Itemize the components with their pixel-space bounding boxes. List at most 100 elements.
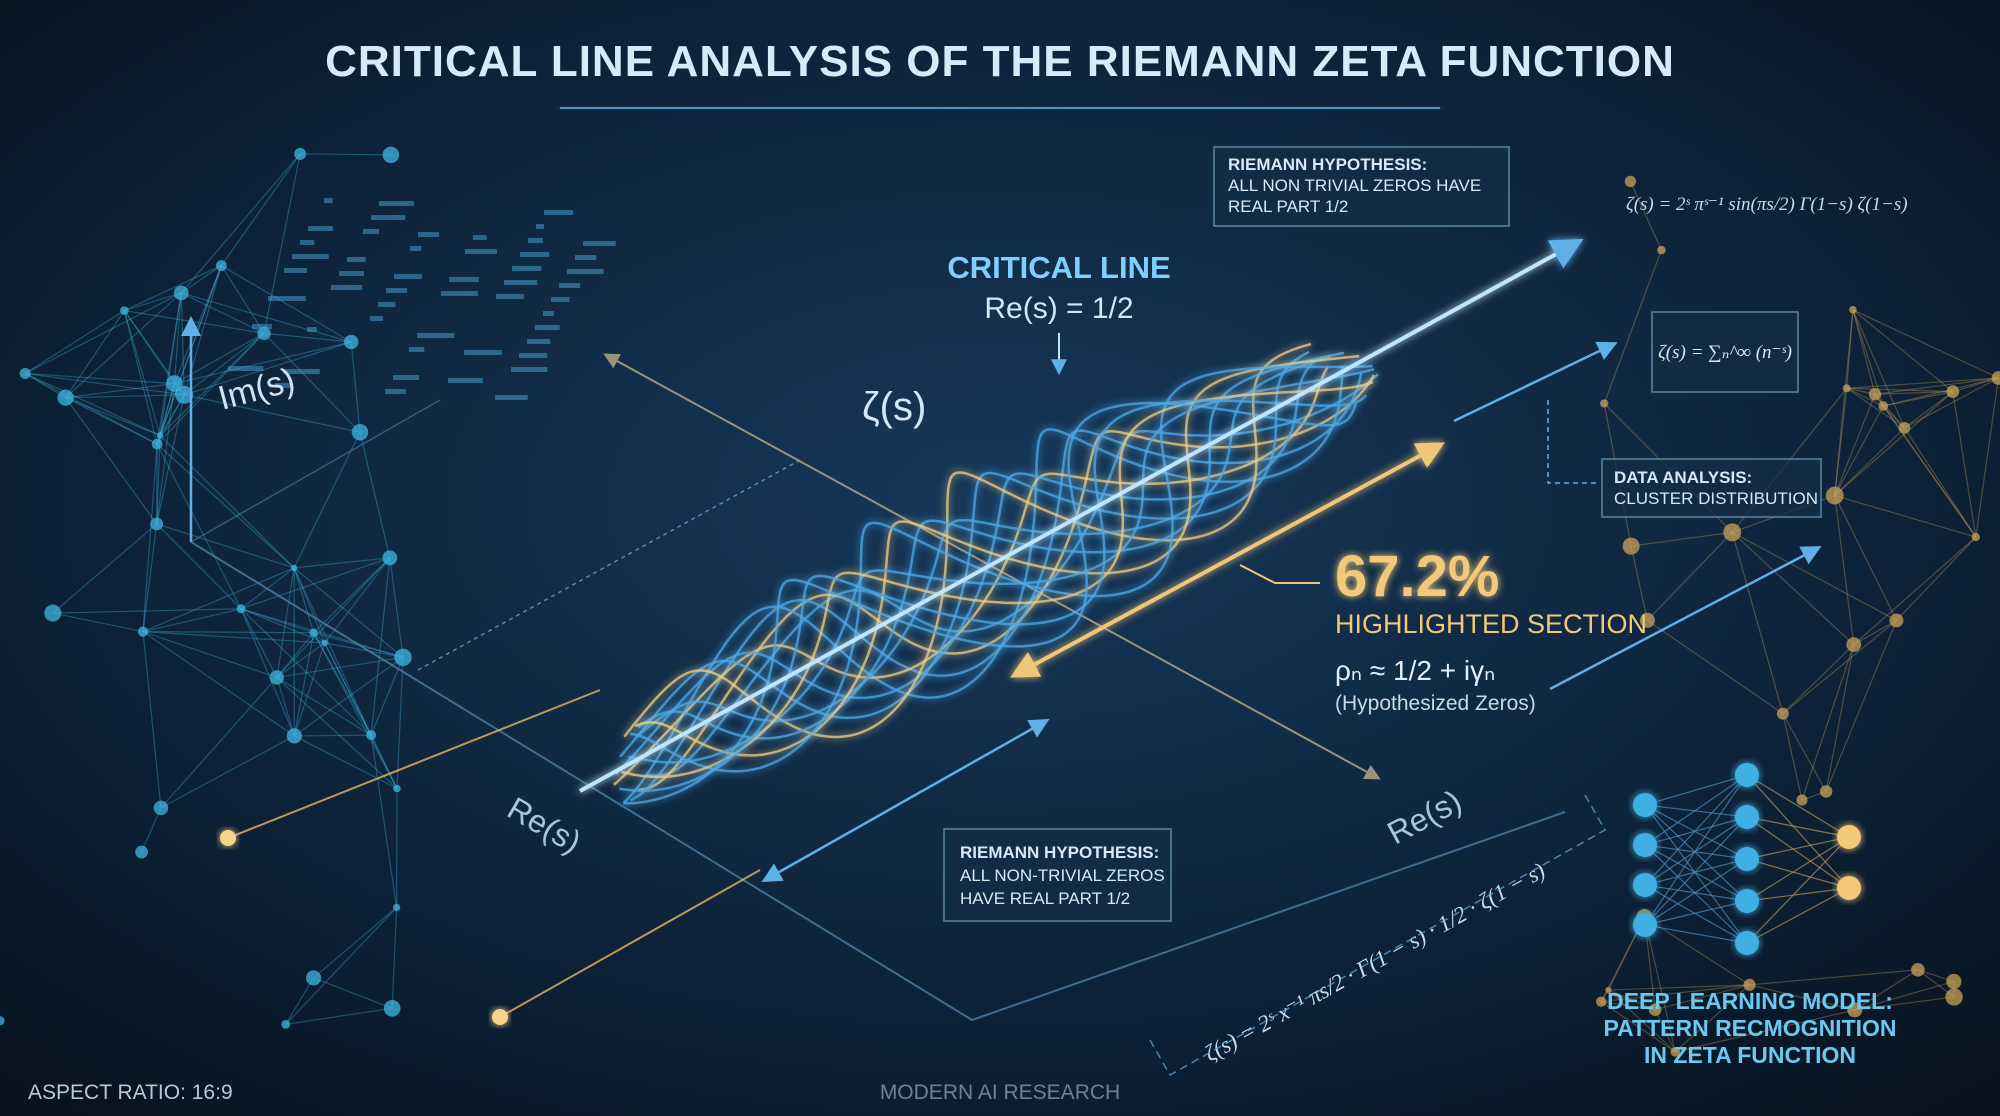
data-bar xyxy=(441,291,478,296)
network-node xyxy=(393,784,401,793)
nn-node xyxy=(1837,825,1861,849)
network-edge xyxy=(1834,391,1954,496)
nn-edge xyxy=(1746,836,1850,902)
data-bar xyxy=(583,241,616,246)
nn-edge xyxy=(1746,774,1850,838)
data-bar xyxy=(385,389,406,394)
network-edge xyxy=(1834,495,1855,645)
network-edge xyxy=(1874,393,1905,429)
network-node xyxy=(1624,175,1637,188)
network-edge xyxy=(156,265,222,445)
network-edge xyxy=(65,397,158,445)
network-edge xyxy=(1749,984,1855,1011)
network-edge xyxy=(142,631,325,644)
network-edge xyxy=(221,265,352,343)
network-edge xyxy=(1782,644,1855,715)
network-edge xyxy=(294,557,390,569)
network-edge xyxy=(263,153,301,334)
network-edge xyxy=(123,310,175,384)
network-edge xyxy=(65,397,161,436)
network-edge xyxy=(1603,249,1662,404)
data-bar xyxy=(386,288,408,293)
network-edge xyxy=(313,632,398,789)
plane-edge xyxy=(190,399,441,543)
network-edge xyxy=(359,432,391,558)
nn-node xyxy=(1735,931,1759,955)
network-edge xyxy=(1731,532,1784,714)
network-edge xyxy=(184,394,361,433)
network-edge xyxy=(1643,917,1676,1052)
network-edge xyxy=(293,642,326,737)
network-node xyxy=(1946,973,1962,990)
network-edge xyxy=(1801,644,1855,801)
arrow xyxy=(1453,341,1618,423)
network-edge xyxy=(156,383,176,525)
network-edge xyxy=(1782,619,1897,715)
nn-edge xyxy=(1644,844,1748,944)
network-node xyxy=(137,626,149,637)
network-edge xyxy=(24,310,125,374)
network-node xyxy=(321,639,328,647)
data-bar xyxy=(324,198,333,203)
network-node xyxy=(382,550,398,566)
network-node xyxy=(150,517,164,531)
network-node xyxy=(173,285,189,301)
network-edge xyxy=(174,332,265,385)
network-edge xyxy=(1853,536,1977,646)
network-edge xyxy=(1975,377,2000,538)
network-node xyxy=(57,389,74,406)
data-bar xyxy=(300,240,315,245)
network-edge xyxy=(159,434,295,569)
network-edge xyxy=(156,394,185,525)
data-bar xyxy=(393,375,420,380)
helix-strand xyxy=(636,355,1331,738)
network-node xyxy=(366,730,377,741)
data-bar xyxy=(307,327,317,332)
network-edge xyxy=(324,642,404,658)
network-node xyxy=(1846,637,1862,652)
network-edge xyxy=(142,444,158,632)
network-edge xyxy=(156,443,242,610)
network-edge xyxy=(156,332,265,445)
nn-node xyxy=(1837,876,1861,900)
network-edge xyxy=(313,977,393,1009)
data-bar xyxy=(512,266,542,271)
network-edge xyxy=(142,608,242,633)
nn-edge xyxy=(1644,774,1748,886)
network-edge xyxy=(1749,969,1918,986)
network-edge xyxy=(1601,1001,1656,1011)
network-edge xyxy=(65,292,182,399)
nn-edge xyxy=(1746,816,1850,838)
network-edge xyxy=(1646,531,1733,621)
network-edge xyxy=(370,657,404,736)
network-edge xyxy=(370,557,391,736)
network-edge xyxy=(1647,619,1784,715)
nn-edge xyxy=(1746,816,1850,889)
network-node xyxy=(1971,532,1981,542)
nn-edge xyxy=(1644,900,1748,926)
network-edge xyxy=(1630,545,1648,621)
network-edge xyxy=(25,372,175,385)
network-edge xyxy=(293,632,315,737)
network-node xyxy=(175,385,194,404)
network-edge xyxy=(313,632,372,736)
network-edge xyxy=(142,523,158,632)
network-edge xyxy=(294,735,398,790)
network-node xyxy=(19,367,31,380)
data-bar xyxy=(504,280,538,285)
network-edge xyxy=(240,557,390,610)
formula: ζ(s) = 2ˢ πˢ⁻¹ sin(πs/2) Γ(1−s) ζ(1−s) xyxy=(1626,194,1908,215)
network-edge xyxy=(220,153,301,266)
network-edge xyxy=(142,631,162,808)
leader xyxy=(1239,564,1320,584)
network-edge xyxy=(285,906,398,1025)
network-edge xyxy=(240,608,372,736)
data-bar xyxy=(559,283,581,288)
data-bar xyxy=(536,224,545,229)
model-caption: IN ZETA FUNCTION xyxy=(1644,1042,1856,1068)
network-edge xyxy=(1874,391,1953,395)
network-edge xyxy=(276,632,315,678)
network-edge xyxy=(124,292,182,312)
network-edge xyxy=(1846,387,1905,429)
nn-node xyxy=(1633,793,1657,817)
